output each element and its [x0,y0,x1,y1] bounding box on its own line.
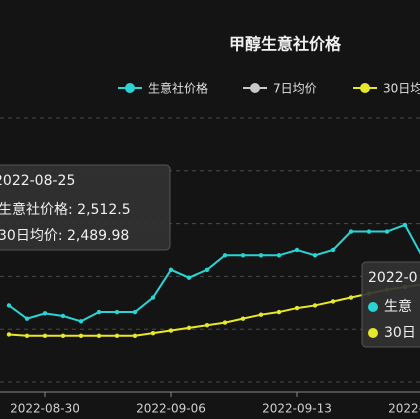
data-point [24,316,30,321]
tooltip-line: 30日均价: 2,489.98 [0,228,129,244]
data-point [312,253,318,258]
legend-marker [250,83,260,93]
data-point [222,320,228,325]
x-tick-label: 2022-09-06 [136,402,206,416]
tooltip-box [361,261,420,348]
tooltip-title: 2022-08-25 [0,173,75,189]
data-point [42,311,48,316]
data-point [222,253,228,258]
data-point [42,333,48,338]
tooltip: 2022-0 生意 30日 [361,261,420,348]
data-point [204,323,210,328]
data-point [6,303,12,308]
legend-item: 30日均价 [353,82,420,96]
data-point [6,332,12,337]
data-point [240,316,246,321]
data-point [60,313,66,319]
tooltip-title: 2022-0 [368,270,418,286]
data-point [96,333,102,338]
tooltip-line: 30日 [384,325,416,341]
data-point [294,305,300,311]
data-point [186,325,192,331]
tooltip-marker [368,328,378,338]
data-point [366,229,372,234]
data-point [330,247,336,253]
x-tick-label: 2022-08-30 [10,402,80,416]
legend-marker [125,83,135,93]
data-point [60,333,66,338]
legend-label: 生意社价格 [148,81,208,96]
legend-label: 30日均价 [383,82,420,96]
data-point [258,253,264,258]
tooltip-line: 生意 [384,298,412,315]
data-point [150,295,156,300]
data-point [96,309,102,315]
legend-label: 7日均价 [273,82,317,96]
data-point [132,309,138,315]
data-point [240,253,246,258]
x-tick-label: 2022-09-13 [262,402,332,416]
data-point [114,333,120,338]
series-line [8,223,420,323]
data-point [402,222,408,228]
data-point [294,247,300,253]
data-point [24,333,30,338]
data-point [132,333,138,338]
data-point [276,253,282,258]
data-point [312,303,318,308]
data-point [78,319,84,324]
data-point [168,328,174,333]
tooltip-marker [368,302,378,312]
tooltip: 2022-08-25 生意社价格: 2,512.5 30日均价: 2,489.98 [0,164,171,251]
data-point [204,267,210,272]
series-line [8,283,420,337]
data-point [330,299,336,304]
data-point [168,267,174,272]
data-point [78,333,84,338]
data-point [150,330,156,336]
data-point [114,309,120,315]
data-point [258,312,264,317]
data-point [276,309,282,315]
tooltip-box [0,164,171,251]
data-point [384,229,390,234]
data-point [348,229,354,234]
x-tick-label: 2022-09-20 [388,402,420,416]
legend-item: 生意社价格 [118,81,208,96]
data-point [186,275,192,280]
tooltip-line: 生意社价格: 2,512.5 [0,201,131,218]
legend-marker [360,83,370,93]
legend-item: 7日均价 [243,82,317,96]
chart-title: 甲醇生意社价格 [229,35,342,54]
data-point [348,295,354,300]
